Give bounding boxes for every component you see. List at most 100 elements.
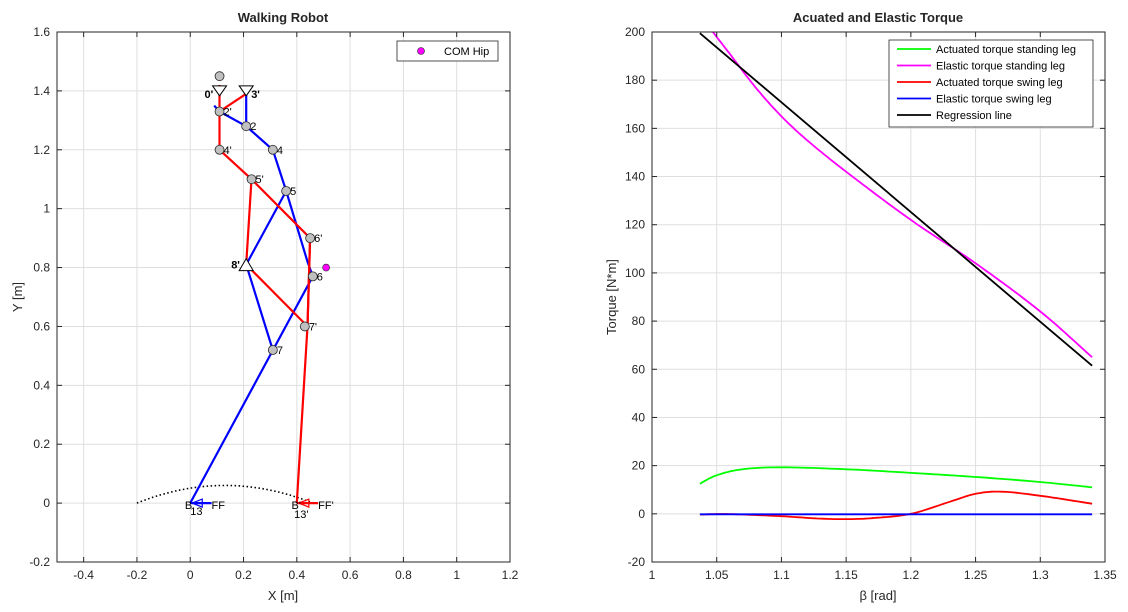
joint-label: 6' xyxy=(314,233,322,245)
plot-area xyxy=(57,32,510,562)
x-tick-label: 1.25 xyxy=(964,568,988,582)
y-tick-label: 140 xyxy=(625,170,645,184)
x-tick-label: 0 xyxy=(187,568,194,582)
joint-marker xyxy=(307,271,318,282)
y-tick-label: 0.4 xyxy=(33,378,50,392)
x-tick-label: 1.2 xyxy=(903,568,920,582)
link-blue xyxy=(189,275,314,504)
y-tick-label: 60 xyxy=(632,362,646,376)
joint-marker xyxy=(267,345,278,355)
foot-label: 13 xyxy=(190,506,202,518)
joint-marker xyxy=(214,106,225,117)
legend-label: Actuated torque swing leg xyxy=(936,77,1063,89)
torque-plot: 1 1.05 1.1 1.15 1.2 1.25 1.3 1.35 -20 0 20 40 60 80 10… xyxy=(604,10,1117,603)
foot-arrow xyxy=(297,498,310,508)
y-tick-label: 80 xyxy=(632,314,646,328)
x-tick-label: 1.35 xyxy=(1093,568,1117,582)
y-tick-label: 40 xyxy=(632,410,646,424)
y-tick-label: 160 xyxy=(625,121,645,135)
pivot-marker xyxy=(211,85,228,97)
legend-box xyxy=(888,39,1094,128)
joint-label: 4 xyxy=(277,145,283,157)
x-tick-label: 0.8 xyxy=(395,568,412,582)
y-axis-label: Torque [N*m] xyxy=(604,259,619,335)
joint-label: 6 xyxy=(317,271,323,283)
series-line xyxy=(699,32,1093,367)
joint-label: 5 xyxy=(290,186,296,198)
joint-marker xyxy=(299,321,310,332)
x-tick-label: 1.05 xyxy=(705,568,729,582)
y-tick-label: 180 xyxy=(625,73,645,87)
joint-label: 4' xyxy=(224,145,232,157)
axes-box xyxy=(651,31,1106,563)
x-tick-label: 1.15 xyxy=(834,568,858,582)
joint-label: 7 xyxy=(277,345,283,357)
y-tick-label: 200 xyxy=(625,25,645,39)
joint-marker xyxy=(246,174,257,185)
legend-label: Elastic torque standing leg xyxy=(936,61,1065,73)
chart-title: Acuated and Elastic Torque xyxy=(793,10,963,25)
y-tick-label: 120 xyxy=(625,218,645,232)
axis-ticks: -0.4 -0.2 0 0.2 0.4 0.6 0.8 1 1.2 -0.2 0 0.2 0.4 0.6 0… xyxy=(29,25,518,582)
legend-label: Actuated torque standing leg xyxy=(936,44,1076,56)
link-blue xyxy=(245,190,288,352)
x-tick-label: 1 xyxy=(453,568,460,582)
x-tick-label: 1.1 xyxy=(773,568,790,582)
joint-marker xyxy=(305,233,316,244)
y-tick-label: 1.2 xyxy=(33,143,50,157)
y-tick-label: 0.6 xyxy=(33,319,50,333)
x-tick-label: 1 xyxy=(649,568,656,582)
joint-marker xyxy=(267,144,278,155)
x-tick-label: 1.3 xyxy=(1032,568,1049,582)
x-tick-label: -0.2 xyxy=(127,568,148,582)
x-tick-label: 0.6 xyxy=(342,568,359,582)
legend: Actuated torque standing leg Elastic torq… xyxy=(888,39,1094,128)
pivot-label: 0' xyxy=(205,89,214,101)
y-tick-label: 0.8 xyxy=(33,261,50,275)
torque-series xyxy=(699,31,1093,520)
legend-box xyxy=(396,40,499,62)
legend-label-com-hip: COM Hip xyxy=(444,46,489,58)
joint-label: 2 xyxy=(250,121,256,133)
x-tick-label: 1.2 xyxy=(502,568,519,582)
y-tick-label: 100 xyxy=(625,266,645,280)
x-axis-label: β [rad] xyxy=(859,588,896,603)
y-tick-label: 1.4 xyxy=(33,84,50,98)
series-line xyxy=(699,490,1093,520)
series-line xyxy=(712,31,1093,358)
y-tick-label: -0.2 xyxy=(29,555,50,569)
legend-label: Regression line xyxy=(936,110,1012,122)
foot-label: B' xyxy=(291,500,300,512)
y-tick-label: 0 xyxy=(638,507,645,521)
pivot-label: 8' xyxy=(231,260,240,272)
joint-marker xyxy=(241,121,252,132)
chart-title: Walking Robot xyxy=(238,10,329,25)
legend-label: Elastic torque swing leg xyxy=(936,94,1052,106)
axis-ticks: 1 1.05 1.1 1.15 1.2 1.25 1.3 1.35 -20 0 20 40 60 80 10… xyxy=(625,25,1117,582)
x-tick-label: 0.4 xyxy=(288,568,305,582)
axes-box xyxy=(56,31,511,563)
foot-label: B xyxy=(185,500,192,512)
joint-marker xyxy=(214,144,225,155)
pivot-marker xyxy=(238,257,255,272)
com-hip-point xyxy=(322,263,330,272)
foot-arrow xyxy=(190,498,203,508)
y-tick-label: -20 xyxy=(628,555,646,569)
x-tick-label: -0.4 xyxy=(73,568,94,582)
joint-label: 7' xyxy=(309,321,317,333)
y-tick-label: 0 xyxy=(43,496,50,510)
series-line xyxy=(699,466,1093,489)
foot-label: FF xyxy=(212,500,226,512)
x-axis-label: X [m] xyxy=(268,588,298,603)
y-tick-label: 1.6 xyxy=(33,25,50,39)
joint-marker xyxy=(281,186,292,196)
pivot-marker xyxy=(238,85,255,97)
legend: COM Hip xyxy=(396,40,499,62)
y-tick-label: 0.2 xyxy=(33,437,50,451)
joint-label: 5' xyxy=(256,174,264,186)
y-tick-label: 1 xyxy=(43,202,50,216)
y-axis-label: Y [m] xyxy=(10,282,25,312)
foot-label: 13' xyxy=(294,509,308,521)
foot-label: FF' xyxy=(318,500,334,512)
